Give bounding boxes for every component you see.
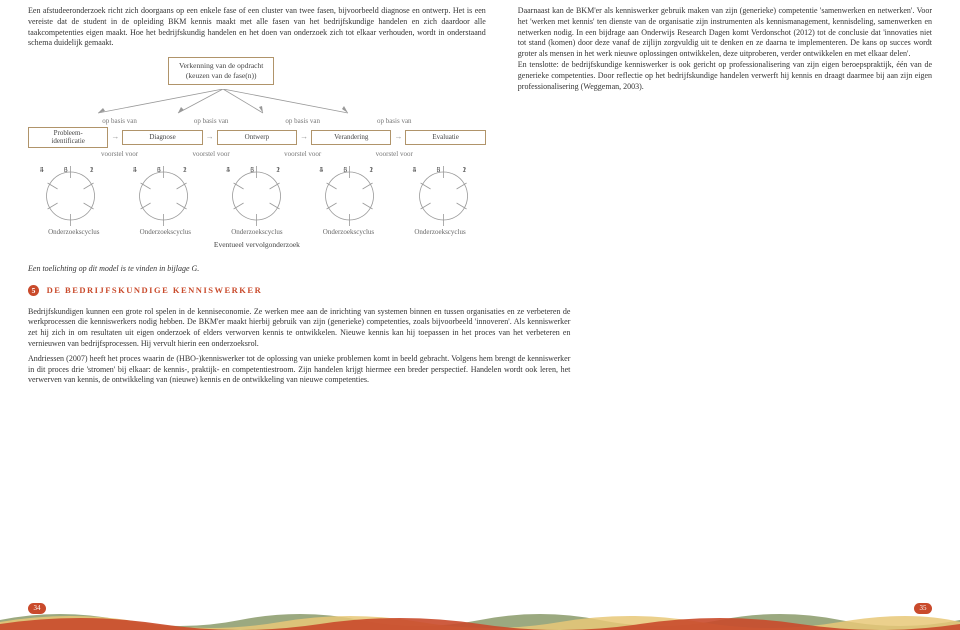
cycle-3: 612345 bbox=[214, 166, 299, 226]
cycles-row: 612345 612345 612345 612345 612345 bbox=[28, 166, 486, 226]
arrow-icon: → bbox=[203, 132, 217, 143]
phase-row: Probleem-identificatie → Diagnose → Ontw… bbox=[28, 127, 486, 148]
eventueel-row: Eventueel vervolgonderzoek bbox=[28, 240, 486, 250]
arrow-icon: → bbox=[108, 132, 122, 143]
footer-wave bbox=[0, 606, 960, 630]
cycle-2: 612345 bbox=[121, 166, 206, 226]
phase-evaluatie: Evaluatie bbox=[405, 130, 485, 145]
cycle-4: 612345 bbox=[307, 166, 392, 226]
body-text: Bedrijfskundigen kunnen een grote rol sp… bbox=[28, 307, 570, 387]
right-para-2: En tenslotte: de bedrijfskundige kennisw… bbox=[518, 60, 932, 92]
diagram: Verkenning van de opdracht (keuzen van d… bbox=[28, 57, 486, 250]
section-title: DE BEDRIJFSKUNDIGE KENNISWERKER bbox=[47, 285, 263, 295]
phase-ontwerp: Ontwerp bbox=[217, 130, 297, 145]
section-heading: 5 DE BEDRIJFSKUNDIGE KENNISWERKER bbox=[28, 285, 932, 296]
voorstel-row: voorstel voor voorstel voor voorstel voo… bbox=[28, 150, 486, 159]
intro-para: Een afstudeeronderzoek richt zich doorga… bbox=[28, 6, 486, 49]
verkenning-box: Verkenning van de opdracht (keuzen van d… bbox=[168, 57, 274, 85]
op-basis-row: op basis van op basis van op basis van o… bbox=[28, 117, 486, 126]
right-para-1: Daarnaast kan de BKM'er als kenniswerker… bbox=[518, 6, 932, 60]
cycle-5: 612345 bbox=[401, 166, 486, 226]
body-para-1: Bedrijfskundigen kunnen een grote rol sp… bbox=[28, 307, 570, 350]
phase-diagnose: Diagnose bbox=[122, 130, 202, 145]
oc-labels: Onderzoekscyclus Onderzoekscyclus Onderz… bbox=[28, 228, 486, 237]
lower-section: Een toelichting op dit model is te vinde… bbox=[0, 254, 960, 386]
top-arrows bbox=[28, 89, 486, 117]
arrow-icon: → bbox=[297, 132, 311, 143]
left-column: Een afstudeeronderzoek richt zich doorga… bbox=[28, 6, 486, 254]
phase-verandering: Verandering bbox=[311, 130, 391, 145]
phase-probleem: Probleem-identificatie bbox=[28, 127, 108, 148]
right-column: Daarnaast kan de BKM'er als kenniswerker… bbox=[518, 6, 932, 254]
cycle-1: 612345 bbox=[28, 166, 113, 226]
body-para-2: Andriessen (2007) heeft het proces waari… bbox=[28, 354, 570, 386]
section-number: 5 bbox=[28, 285, 39, 296]
arrow-icon: → bbox=[391, 132, 405, 143]
toelichting: Een toelichting op dit model is te vinde… bbox=[28, 264, 932, 275]
